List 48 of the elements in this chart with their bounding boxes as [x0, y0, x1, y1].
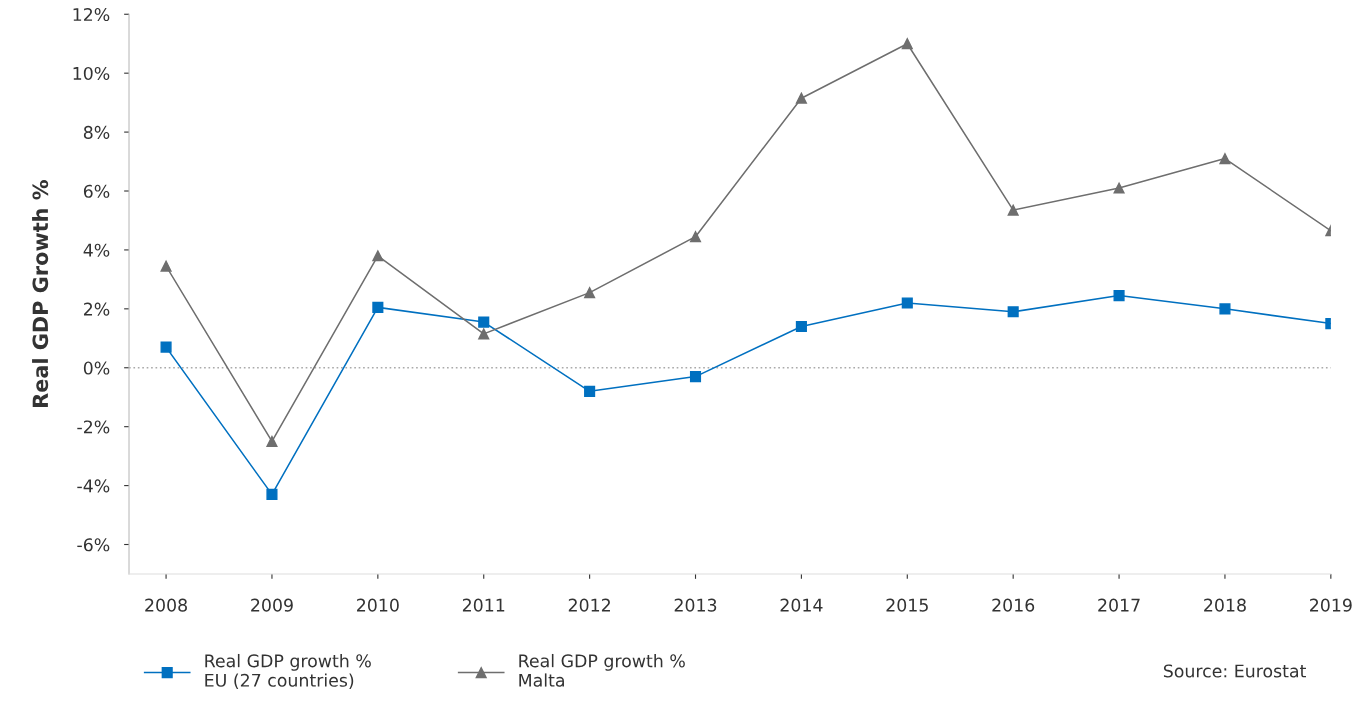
point: [795, 320, 807, 333]
y-tick-label: -2%: [77, 420, 110, 434]
point: [266, 435, 278, 447]
y-tick-label: 8%: [83, 125, 110, 139]
point: [160, 341, 172, 353]
y-tick-label: 2%: [83, 302, 110, 316]
y-tick-label: 12%: [73, 7, 110, 22]
x-tick-label: 2014: [780, 598, 823, 612]
point: [901, 38, 913, 50]
x-tick-label: 2018: [1204, 598, 1246, 612]
legend-label: Real GDP growth % Malta: [519, 653, 685, 687]
x-tick-label: 2016: [992, 598, 1035, 612]
x-tick-label: 2012: [568, 598, 610, 612]
point: [478, 328, 490, 340]
x-tick-label: 2015: [886, 598, 928, 612]
point: [1007, 306, 1019, 318]
y-axis-title: Real GDP Growth %: [32, 180, 49, 407]
x-tick-label: 2017: [1098, 598, 1140, 612]
point: [795, 92, 807, 104]
legend-label: Real GDP growth % EU (27 countries): [205, 653, 371, 689]
x-tick-label: 2008: [145, 598, 187, 612]
point: [1219, 153, 1231, 165]
point: [160, 260, 172, 272]
x-tick-label: 2010: [357, 598, 399, 612]
x-tick-label: 2013: [674, 598, 717, 612]
point: [1219, 303, 1231, 315]
y-tick-label: 4%: [83, 243, 110, 257]
x-tick-label: 2009: [251, 598, 293, 612]
point: [1007, 204, 1019, 216]
point: [372, 301, 384, 313]
point: [372, 250, 384, 262]
point: [584, 385, 596, 397]
point: [689, 371, 702, 383]
point: [689, 231, 702, 243]
x-tick-label: 2019: [1310, 598, 1352, 612]
point: [1113, 182, 1125, 194]
y-tick-label: 10%: [73, 66, 110, 81]
point: [901, 297, 913, 309]
y-tick-label: -4%: [77, 479, 110, 493]
x-tick-label: 2011: [462, 598, 505, 612]
point: [266, 488, 278, 500]
y-tick-label: 6%: [83, 184, 110, 198]
y-tick-label: -6%: [77, 538, 110, 552]
point: [478, 316, 490, 328]
point: [584, 287, 596, 299]
source-note: Source: Eurostat: [1163, 664, 1306, 678]
point: [1113, 290, 1125, 302]
y-tick-label: 0%: [83, 361, 110, 375]
